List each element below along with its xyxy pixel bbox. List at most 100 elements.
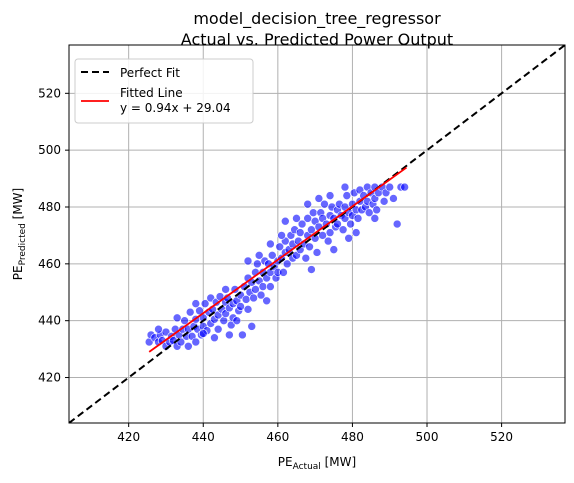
x-tick-label: 440 bbox=[192, 430, 215, 444]
scatter-point bbox=[238, 330, 247, 340]
scatter-point bbox=[154, 324, 163, 334]
scatter-point bbox=[370, 214, 380, 223]
scatter-point bbox=[338, 225, 348, 235]
scatter-point bbox=[243, 305, 253, 314]
scatter-point bbox=[314, 194, 324, 203]
scatter-point bbox=[364, 208, 374, 217]
y-tick-label: 460 bbox=[38, 257, 61, 271]
legend-perfect-fit-label: Perfect Fit bbox=[120, 66, 180, 80]
scatter-point bbox=[305, 242, 314, 252]
y-tick-label: 440 bbox=[38, 314, 61, 328]
perfect-fit-line bbox=[69, 45, 565, 423]
plot-frame bbox=[68, 44, 566, 424]
scatter-point bbox=[253, 259, 262, 269]
y-axis-label-base: PE bbox=[11, 265, 25, 280]
x-axis-label: PEActual [MW] bbox=[278, 455, 356, 472]
scatter-point bbox=[279, 268, 288, 277]
scatter-point bbox=[241, 295, 251, 304]
scatter-point bbox=[303, 214, 312, 223]
scatter-point bbox=[195, 306, 204, 316]
scatter-point bbox=[243, 256, 253, 266]
scatter-point bbox=[333, 219, 342, 229]
x-axis-label-unit: [MW] bbox=[321, 455, 356, 469]
scatter-point bbox=[191, 299, 201, 308]
x-tick-label: 500 bbox=[416, 430, 439, 444]
y-tick-label: 420 bbox=[38, 371, 61, 385]
legend-fitted-line-equation: y = 0.94x + 29.04 bbox=[120, 101, 231, 115]
scatter-point bbox=[340, 182, 350, 192]
x-tick-label: 460 bbox=[266, 430, 289, 444]
scatter-point bbox=[385, 182, 395, 192]
scatter-point bbox=[232, 316, 242, 325]
x-axis-ticks: 420 440 460 480 500 520 bbox=[117, 423, 513, 444]
scatter-point bbox=[318, 231, 327, 240]
scatter-point bbox=[303, 199, 312, 209]
scatter-point bbox=[295, 228, 305, 237]
scatter-point bbox=[213, 324, 223, 334]
scatter-point bbox=[346, 219, 355, 229]
fitted-line bbox=[148, 166, 408, 353]
scatter-point bbox=[400, 182, 409, 192]
scatter-point bbox=[392, 219, 402, 229]
scatter-point bbox=[258, 282, 268, 291]
legend: Perfect Fit Fitted Line y = 0.94x + 29.0… bbox=[74, 58, 254, 124]
scatter-point bbox=[301, 253, 311, 263]
scatter-point bbox=[323, 236, 333, 246]
scatter-point bbox=[277, 231, 286, 240]
scatter-point bbox=[389, 194, 398, 203]
y-axis-ticks: 420 440 460 480 500 520 bbox=[38, 86, 69, 385]
x-tick-label: 420 bbox=[117, 430, 140, 444]
scatter-point bbox=[307, 225, 316, 235]
x-axis-label-sub: Actual bbox=[293, 462, 321, 472]
legend-fitted-line-label: Fitted Line bbox=[120, 86, 183, 100]
y-axis-label: PEPredicted [MW] bbox=[11, 188, 28, 280]
scatter-point bbox=[353, 214, 363, 223]
scatter-point bbox=[281, 216, 290, 226]
y-tick-label: 520 bbox=[38, 86, 61, 100]
scatter-point bbox=[191, 337, 201, 347]
scatter-point bbox=[254, 251, 264, 260]
scatter-point bbox=[312, 248, 322, 257]
scatter-point bbox=[297, 219, 307, 229]
scatter-point bbox=[275, 242, 285, 252]
scatter-point bbox=[379, 197, 389, 206]
scatter-point bbox=[262, 296, 271, 306]
scatter-point bbox=[200, 299, 210, 308]
scatter-point bbox=[351, 228, 361, 237]
scatter-point bbox=[344, 233, 353, 243]
scatter-point bbox=[292, 214, 301, 223]
scatter-point bbox=[342, 191, 352, 200]
scatter-point bbox=[225, 330, 234, 340]
scatter-point bbox=[325, 228, 335, 237]
scatter-point bbox=[180, 316, 189, 325]
scatter-point bbox=[247, 322, 257, 331]
scatter-point bbox=[172, 313, 182, 323]
scatter-point bbox=[210, 333, 219, 343]
scatter-point bbox=[266, 239, 275, 249]
y-tick-label: 500 bbox=[38, 143, 61, 157]
scatter-point bbox=[307, 265, 316, 274]
scatter-point bbox=[236, 302, 245, 311]
scatter-point bbox=[325, 191, 335, 200]
scatter-point bbox=[256, 290, 266, 300]
scatter-point bbox=[251, 285, 260, 294]
y-axis-label-unit: [MW] bbox=[11, 188, 25, 223]
y-axis-label-sub: Predicted bbox=[18, 223, 28, 265]
x-tick-label: 480 bbox=[341, 430, 364, 444]
scatter-point bbox=[184, 341, 193, 351]
scatter-point bbox=[266, 282, 275, 291]
scatter-point bbox=[185, 307, 195, 317]
legend-box bbox=[74, 58, 254, 124]
scatter-point bbox=[219, 316, 229, 325]
scatter-point bbox=[221, 285, 230, 294]
chart-title-line2: Actual vs. Predicted Power Output bbox=[181, 30, 453, 49]
scatter-point bbox=[198, 329, 208, 338]
scatter-points bbox=[144, 182, 409, 351]
x-tick-label: 520 bbox=[490, 430, 513, 444]
chart-title-line1: model_decision_tree_regressor bbox=[193, 9, 441, 29]
scatter-point bbox=[308, 208, 318, 217]
scatter-point bbox=[249, 293, 258, 303]
scatter-point bbox=[267, 251, 277, 260]
y-tick-label: 480 bbox=[38, 200, 61, 214]
